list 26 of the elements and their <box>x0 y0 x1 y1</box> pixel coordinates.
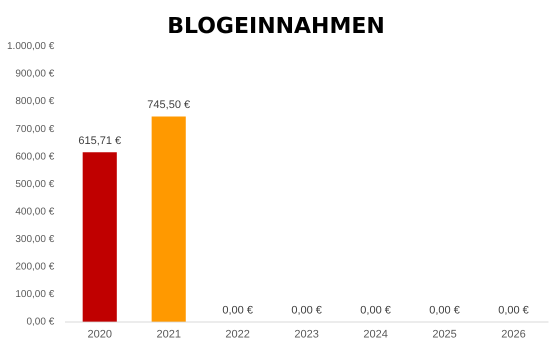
data-label: 745,50 € <box>147 99 190 112</box>
data-label: 0,00 € <box>360 304 391 316</box>
data-label: 0,00 € <box>498 304 529 316</box>
data-label: 0,00 € <box>429 304 460 316</box>
y-tick-label: 0,00 € <box>26 316 55 328</box>
x-tick-label: 2022 <box>225 328 250 340</box>
y-tick-label: 400,00 € <box>15 206 55 218</box>
x-tick-label: 2024 <box>363 328 388 340</box>
y-tick-label: 100,00 € <box>15 289 55 300</box>
data-label: 615,71 € <box>78 134 122 147</box>
x-tick-label: 2025 <box>432 328 457 340</box>
y-tick-label: 800,00 € <box>15 96 55 108</box>
y-tick-label: 500,00 € <box>15 178 55 190</box>
x-tick-label: 2026 <box>501 328 526 340</box>
x-tick-label: 2020 <box>88 328 112 340</box>
y-tick-label: 300,00 € <box>15 234 55 245</box>
chart-title: BLOGEINNAHMEN <box>167 14 385 39</box>
y-tick-label: 600,00 € <box>15 151 55 162</box>
x-tick-label: 2023 <box>294 328 319 340</box>
data-label: 0,00 € <box>291 304 322 316</box>
data-label: 0,00 € <box>222 304 253 316</box>
y-tick-label: 1.000,00 € <box>7 41 55 52</box>
y-tick-label: 200,00 € <box>15 261 55 272</box>
x-tick-label: 2021 <box>156 328 181 340</box>
y-tick-label: 700,00 € <box>15 124 55 135</box>
y-tick-label: 900,00 € <box>15 68 55 80</box>
